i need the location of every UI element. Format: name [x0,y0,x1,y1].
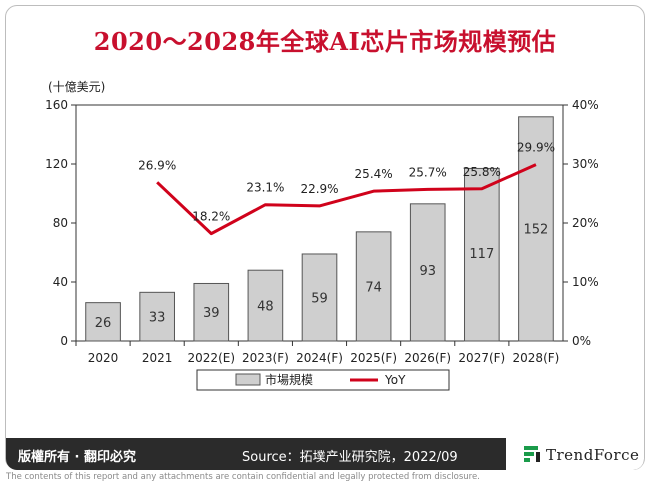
bar-2020 [85,302,121,342]
bar-2025(F) [355,231,392,342]
bar-value-label: 93 [419,264,436,279]
bar-2022(E) [193,282,230,342]
bar-value-label: 152 [524,222,549,237]
x-tick-label: 2022(E) [188,351,235,365]
y-tick-label: 40 [53,275,68,289]
legend-bar-label: 市場規模 [265,372,313,387]
bar-value-label: 117 [469,247,494,262]
bar-2023(F) [247,269,284,342]
yoy-label: 25.4% [355,167,393,181]
x-tick-label: 2025(F) [350,351,397,365]
bar-value-label: 39 [203,306,220,321]
y2-tick-label: 10% [572,275,599,289]
y2-tick-label: 30% [572,157,599,171]
yoy-label: 23.1% [246,181,284,195]
x-tick-label: 2021 [142,351,173,365]
copyright-notice: 版權所有 · 翻印必究 [18,450,136,465]
brand-panel: TrendForce [506,438,644,470]
yoy-label: 25.8% [463,165,501,179]
yoy-label: 18.2% [192,210,230,224]
footer-bar: 版權所有 · 翻印必究 Source：拓墣产业研究院，2022/09 Trend… [6,438,644,470]
y-tick-label: 80 [53,216,68,230]
x-tick-label: 2020 [88,351,119,365]
trendforce-logo-icon [524,446,540,462]
x-tick-label: 2024(F) [296,351,343,365]
y-tick-label: 120 [45,157,68,171]
y-axis-label: (十億美元) [48,80,105,94]
bar-2028(F) [518,116,554,342]
yoy-line [156,163,537,236]
bar-value-label: 74 [365,280,382,295]
yoy-label: 26.9% [138,158,176,172]
yoy-label: 25.7% [409,165,447,179]
bar-2026(F) [409,203,446,342]
x-tick-label: 2026(F) [404,351,451,365]
brand-name: TrendForce [546,446,640,464]
yoy-label: 22.9% [300,182,338,196]
bar-2027(F) [464,167,500,342]
chart-title: 2020～2028年全球AI芯片市场规模预估 [93,27,557,56]
bar-2024(F) [301,253,338,342]
yoy-label: 29.9% [517,141,555,155]
legend-bar-swatch [235,373,261,386]
x-tick-label: 2027(F) [458,351,505,365]
bar-value-label: 48 [257,300,274,315]
y-tick-label: 0 [60,334,68,348]
bar-value-label: 59 [311,291,328,306]
bar-value-label: 26 [95,316,112,331]
y-tick-label: 160 [45,98,68,112]
legend-box [196,369,450,391]
source-note: Source：拓墣产业研究院，2022/09 [242,450,458,465]
y2-tick-label: 20% [572,216,599,230]
x-tick-label: 2023(F) [242,351,289,365]
bar-value-label: 33 [149,311,166,326]
bar-2021 [139,291,175,342]
disclaimer-text: The contents of this report and any atta… [6,472,480,482]
y2-tick-label: 0% [572,334,591,348]
legend-line-label: YoY [384,373,406,387]
x-tick-label: 2028(F) [513,351,560,365]
y2-tick-label: 40% [572,98,599,112]
